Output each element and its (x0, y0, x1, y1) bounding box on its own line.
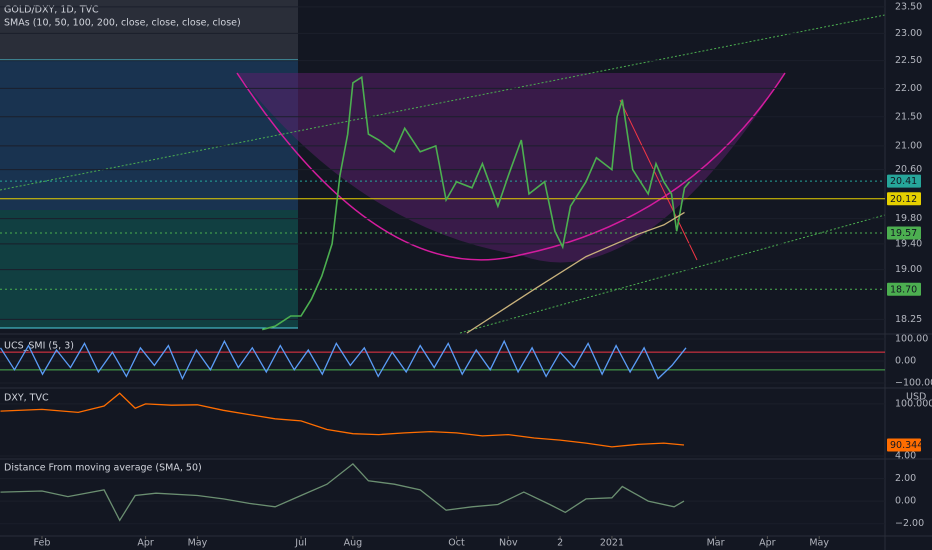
channel-line (459, 214, 886, 334)
shade-top (0, 0, 298, 60)
x-tick-label: Mar (707, 538, 725, 549)
y-tick-label: 19.80 (895, 213, 922, 224)
pane-title: UCS_SMI (5, 3) (4, 341, 74, 352)
shade-teal (0, 210, 298, 328)
x-tick-label: May (809, 538, 829, 549)
x-tick-label: Apr (759, 538, 776, 549)
x-tick-label: Oct (448, 538, 465, 549)
price-badge-label: 20.12 (890, 194, 917, 205)
y-tick-label: 21.00 (895, 140, 922, 151)
series-line (0, 463, 685, 522)
y-tick-label: −100.00 (895, 378, 932, 389)
y-tick-label: 19.00 (895, 264, 922, 275)
y-tick-label: 19.40 (895, 238, 922, 249)
price-badge-label: 18.70 (890, 284, 917, 295)
y-tick-label: 100.00 (895, 333, 928, 344)
y-tick-label: 0.00 (895, 496, 916, 507)
pane-title: Distance From moving average (SMA, 50) (4, 463, 202, 474)
series-line (0, 339, 687, 381)
y-tick-label: 4.00 (895, 451, 916, 462)
y-tick-label: 22.50 (895, 55, 922, 66)
y-tick-label: 22.00 (895, 83, 922, 94)
price-badge-label: 19.57 (890, 228, 917, 239)
x-tick-label: Aug (344, 538, 363, 549)
price-badge-label: 90.344 (890, 440, 923, 451)
series-line (0, 392, 685, 448)
y-tick-label: 2.00 (895, 473, 916, 484)
price-badge (887, 438, 921, 452)
y-tick-label: 0.00 (895, 356, 916, 367)
cup-arc (236, 72, 786, 261)
y-tick-label: 23.00 (895, 28, 922, 39)
price-badge (887, 282, 921, 296)
trend-line (619, 99, 698, 261)
y-tick-label: 100.000 (895, 398, 932, 409)
y-tick-label: 23.50 (895, 1, 922, 12)
series-line (466, 211, 685, 334)
y-tick-label: 21.50 (895, 111, 922, 122)
series-line (261, 75, 691, 331)
x-tick-label: Feb (34, 538, 51, 549)
x-tick-label: 2021 (600, 538, 624, 549)
price-badge-label: 20.41 (890, 176, 917, 187)
axis-unit: USD (906, 392, 926, 403)
y-tick-label: 20.60 (895, 164, 922, 175)
y-tick-label: 18.25 (895, 314, 922, 325)
price-badge (887, 174, 921, 188)
x-tick-label: Apr (137, 538, 154, 549)
chart-title: GOLD/DXY, 1D, TVC (4, 5, 99, 16)
x-tick-label: Jul (294, 538, 306, 549)
x-tick-label: 2 (557, 538, 563, 549)
price-badge (887, 226, 921, 240)
pane-title: DXY, TVC (4, 393, 49, 404)
x-tick-label: May (188, 538, 208, 549)
x-tick-label: Nov (499, 538, 518, 549)
y-tick-label: −2.00 (895, 518, 924, 529)
price-badge (887, 192, 921, 206)
chart-subtitle: SMAs (10, 50, 100, 200, close, close, cl… (4, 18, 241, 29)
